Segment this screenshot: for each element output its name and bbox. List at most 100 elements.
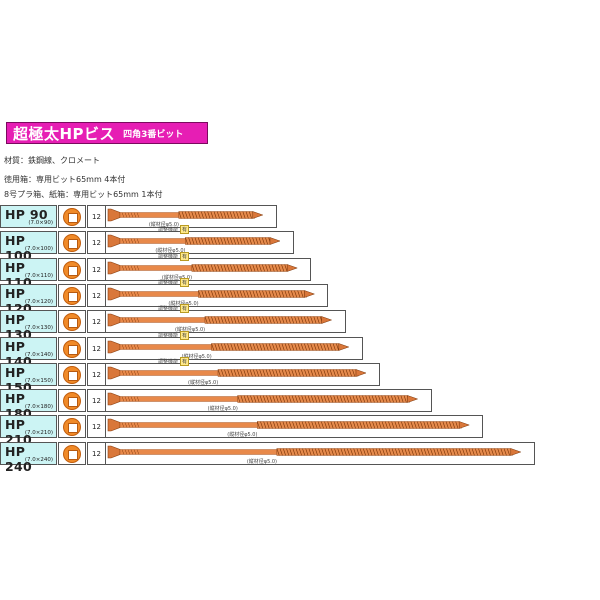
square-bit-icon: [63, 260, 81, 279]
adjust-yes-badge: 有: [180, 251, 190, 261]
adjust-function-label: 調整機能有: [158, 304, 190, 314]
square-bit-icon: [63, 444, 81, 463]
product-size: (7.0×100): [24, 246, 53, 253]
square-bit-icon: [63, 286, 81, 305]
neck-diameter-label: (縦材径φ5.0): [155, 248, 186, 255]
square-bit-icon: [63, 339, 81, 358]
product-size: (7.0×90): [28, 220, 53, 226]
adjust-yes-badge: 有: [180, 225, 190, 235]
title-sub: 四角3番ビット: [123, 129, 184, 140]
adjust-function-label: 調整機能有: [158, 251, 190, 261]
screw-image-cell: 調整機能有(縦材径φ5.0): [106, 251, 312, 281]
screw-image-cell: (縦材径φ5.0): [106, 415, 484, 439]
screw-icon: [107, 313, 333, 327]
title-main: 超極太HPビス: [13, 124, 116, 143]
square-bit-icon: [63, 313, 81, 332]
quantity-cell: 12: [87, 257, 106, 281]
product-size: (7.0×120): [24, 298, 53, 305]
product-header: HP 120 (7.0×120): [0, 283, 57, 316]
bit-cell: [58, 310, 86, 334]
product-size: (7.0×130): [24, 325, 53, 332]
bit-cell: [58, 336, 86, 360]
screw-image-cell: (縦材径φ5.0): [106, 389, 432, 413]
product-header: HP 100 (7.0×100): [0, 231, 57, 263]
screw-image-cell: (縦材径φ5.0): [106, 441, 535, 465]
packaging-note-2: 8号プラ箱、紙箱：専用ビット65mm 1本付: [4, 190, 163, 199]
quantity-cell: 12: [87, 310, 106, 334]
adjust-yes-badge: 有: [180, 277, 190, 287]
adjust-yes-badge: 有: [180, 330, 190, 340]
adjust-function-label: 調整機能有: [158, 277, 190, 287]
neck-diameter-label: (縦材径φ5.0): [148, 222, 179, 228]
product-header: HP 240 (7.0×240): [0, 441, 57, 474]
quantity-cell: 12: [87, 415, 106, 439]
product-header: HP 110 (7.0×110): [0, 257, 57, 290]
quantity-cell: 12: [87, 205, 106, 228]
square-bit-icon: [63, 208, 81, 226]
quantity-cell: 12: [87, 389, 106, 413]
screw-icon: [107, 287, 316, 301]
screw-image-cell: 調整機能有(縦材径φ5.0): [106, 356, 380, 386]
product-size: (7.0×180): [24, 404, 53, 411]
square-bit-icon: [63, 365, 81, 384]
neck-diameter-label: (縦材径φ5.0): [246, 458, 278, 465]
title-banner: 超極太HPビス 四角3番ビット: [6, 122, 208, 144]
square-bit-icon: [63, 418, 81, 437]
screw-icon: [107, 208, 264, 222]
adjust-function-label: 調整機能有: [158, 225, 190, 235]
screw-image-cell: 調整機能有 (縦材径φ5.0): [106, 304, 346, 334]
adjust-function-label: 調整機能有: [158, 330, 190, 340]
bit-cell: [58, 231, 86, 255]
neck-diameter-label: (縦材径φ5.0): [227, 432, 258, 439]
material-note: 材質：鉄鋼線、クロメート: [4, 156, 100, 165]
screw-icon: [107, 261, 298, 274]
bit-cell: [58, 415, 86, 439]
packaging-note-1: 徳用箱：専用ビット65mm 4本付: [4, 175, 126, 184]
neck-diameter-label: (縦材径φ5.0): [188, 379, 219, 386]
bit-cell: [58, 362, 86, 386]
screw-icon: [107, 445, 522, 458]
bit-cell: [58, 257, 86, 281]
screw-icon: [107, 340, 350, 353]
adjust-function-label: 調整機能有: [158, 356, 190, 366]
square-bit-icon: [63, 234, 81, 253]
square-bit-icon: [63, 392, 81, 411]
product-size: (7.0×210): [24, 430, 53, 437]
screw-icon: [107, 234, 281, 248]
bit-cell: [58, 441, 86, 465]
neck-diameter-label: (縦材径φ5.0): [181, 353, 212, 360]
product-code: HP 240: [5, 443, 32, 474]
screw-image-cell: 調整機能有(縦材径φ5.0): [106, 225, 294, 255]
neck-diameter-label: (縦材径φ5.0): [161, 274, 193, 281]
product-header: HP 150 (7.0×150): [0, 362, 57, 395]
product-size: (7.0×140): [24, 351, 53, 358]
screw-image-cell: (縦材径φ5.0): [106, 205, 277, 228]
screw-image-cell: 調整機能有(縦材径φ5.0): [106, 330, 363, 360]
screw-icon: [107, 392, 419, 406]
product-header: HP 180 (7.0×180): [0, 389, 57, 421]
product-code: HP 90: [5, 207, 48, 222]
product-size: (7.0×150): [24, 377, 53, 384]
quantity-cell: 12: [87, 336, 106, 360]
bit-cell: [58, 205, 86, 228]
adjust-yes-badge: 有: [180, 356, 190, 366]
product-header: HP 130 (7.0×130): [0, 310, 57, 342]
adjust-yes-badge: 有: [180, 304, 190, 314]
product-header: HP 90 (7.0×90): [0, 205, 57, 228]
product-size: (7.0×240): [24, 456, 53, 463]
screw-icon: [107, 419, 470, 432]
quantity-cell: 12: [87, 231, 106, 255]
product-size: (7.0×110): [24, 272, 53, 279]
neck-diameter-label: (縦材径φ5.0): [168, 300, 198, 307]
product-header: HP 140 (7.0×140): [0, 336, 57, 369]
neck-diameter-label: (縦材径φ5.0): [174, 327, 206, 334]
quantity-cell: 12: [87, 283, 106, 307]
bit-cell: [58, 389, 86, 413]
bit-cell: [58, 283, 86, 307]
screw-icon: [107, 366, 367, 380]
quantity-cell: 12: [87, 441, 106, 465]
neck-diameter-label: (縦材径φ5.0): [207, 406, 238, 413]
quantity-cell: 12: [87, 362, 106, 386]
product-header: HP 210 (7.0×210): [0, 415, 57, 447]
